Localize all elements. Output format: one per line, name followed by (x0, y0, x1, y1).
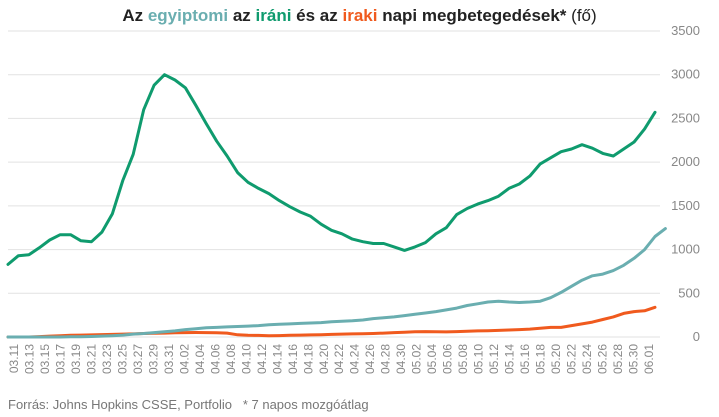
x-tick-label: 03.17 (54, 344, 68, 374)
y-tick-label: 3500 (671, 23, 700, 38)
y-tick-label: 0 (693, 329, 700, 344)
x-tick-label: 04.04 (193, 344, 207, 374)
title-unit: (fő) (571, 6, 597, 25)
x-tick-label: 03.25 (115, 344, 129, 374)
x-tick-label: 04.16 (286, 344, 300, 374)
x-tick-label: 04.20 (317, 344, 331, 374)
title-part: napi megbetegedések* (377, 6, 572, 25)
x-tick-label: 04.22 (332, 344, 346, 374)
x-tick-label: 05.30 (627, 344, 641, 374)
title-part: Az (122, 6, 148, 25)
x-tick-label: 05.22 (565, 344, 579, 374)
y-tick-label: 2500 (671, 110, 700, 125)
x-tick-label: 06.01 (642, 344, 656, 374)
title-parts: Az egyiptomi az iráni és az iraki napi m… (122, 6, 571, 25)
note-text: * 7 napos mozgóátlag (242, 397, 369, 412)
x-tick-label: 04.06 (208, 344, 222, 374)
x-tick-label: 05.18 (534, 344, 548, 374)
y-tick-label: 1500 (671, 198, 700, 213)
y-tick-label: 2000 (671, 154, 700, 169)
x-tick-label: 04.30 (394, 344, 408, 374)
x-tick-label: 04.18 (301, 344, 315, 374)
x-tick-label: 04.02 (177, 344, 191, 374)
series-line-irani (6, 73, 657, 266)
x-tick-label: 04.14 (270, 344, 284, 374)
y-tick-label: 1000 (671, 242, 700, 257)
y-tick-label: 3000 (671, 67, 700, 82)
x-tick-label: 03.29 (146, 344, 160, 374)
x-tick-label: 03.11 (7, 344, 21, 373)
x-tick-label: 04.26 (363, 344, 377, 374)
chart-title: Az egyiptomi az iráni és az iraki napi m… (0, 6, 719, 26)
x-tick-label: 05.14 (503, 344, 517, 374)
x-tick-label: 04.10 (239, 344, 253, 374)
x-tick-label: 04.24 (348, 344, 362, 374)
x-tick-label: 04.12 (255, 344, 269, 374)
x-tick-label: 05.02 (410, 344, 424, 374)
x-tick-label: 03.13 (23, 344, 37, 374)
x-tick-label: 05.26 (596, 344, 610, 374)
x-tick-label: 03.15 (38, 344, 52, 374)
y-tick-label: 500 (678, 285, 700, 300)
x-tick-label: 05.06 (441, 344, 455, 374)
x-tick-label: 05.16 (518, 344, 532, 374)
x-tick-label: 05.28 (611, 344, 625, 374)
title-part: az (228, 6, 256, 25)
x-tick-label: 05.04 (425, 344, 439, 374)
x-tick-label: 03.27 (131, 344, 145, 374)
chart-footer: Forrás: Johns Hopkins CSSE, Portfolio * … (8, 397, 369, 412)
source-text: Forrás: Johns Hopkins CSSE, Portfolio (8, 397, 232, 412)
x-tick-label: 05.10 (472, 344, 486, 374)
series-line-egyiptomi (6, 227, 667, 339)
x-tick-label: 05.12 (487, 344, 501, 374)
x-tick-label: 05.24 (580, 344, 594, 374)
x-tick-label: 03.23 (100, 344, 114, 374)
title-part: egyiptomi (147, 6, 229, 25)
x-tick-label: 04.08 (224, 344, 238, 374)
title-part: iraki (342, 6, 378, 25)
x-tick-label: 03.31 (162, 344, 176, 374)
x-tick-label: 04.28 (379, 344, 393, 374)
x-tick-label: 03.19 (69, 344, 83, 374)
x-tick-label: 05.08 (456, 344, 470, 374)
title-part: iráni (255, 6, 292, 25)
title-part: és az (291, 6, 343, 25)
x-tick-label: 05.20 (549, 344, 563, 374)
x-tick-label: 03.21 (84, 344, 98, 374)
